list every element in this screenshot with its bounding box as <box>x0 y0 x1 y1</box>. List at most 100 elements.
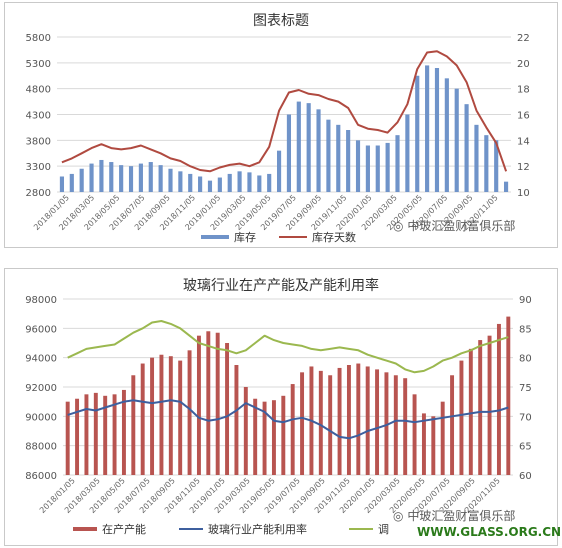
bar <box>328 375 333 475</box>
bar <box>217 177 222 192</box>
y-tick-label-right: 14 <box>517 136 530 147</box>
legend-item-days: 库存天数 <box>279 229 356 245</box>
bar <box>375 369 380 475</box>
bar <box>79 168 84 192</box>
bar <box>128 166 134 192</box>
bar <box>188 173 193 192</box>
y-tick-label-left: 96000 <box>25 324 57 335</box>
bar <box>355 140 361 192</box>
bar <box>393 375 398 475</box>
bar <box>103 395 108 475</box>
bar <box>494 140 499 192</box>
bar <box>69 173 74 192</box>
bar <box>138 163 143 192</box>
y-tick-label-left: 3800 <box>26 136 51 147</box>
y-tick-label-right: 16 <box>517 111 530 122</box>
bar <box>131 375 136 475</box>
bar <box>75 398 80 475</box>
legend-swatch-bar <box>73 527 97 531</box>
bar <box>454 88 459 192</box>
bar <box>253 398 258 475</box>
bar <box>434 68 440 192</box>
y-tick-label-left: 94000 <box>25 354 57 365</box>
y-tick-label-left: 5800 <box>26 33 51 44</box>
y-tick-label-right: 70 <box>519 412 532 423</box>
y-tick-label-right: 20 <box>517 59 530 70</box>
bar <box>109 162 114 192</box>
bar <box>385 142 390 192</box>
y-tick-label-right: 85 <box>519 324 532 335</box>
series-line <box>67 399 509 440</box>
bar <box>459 360 464 475</box>
bar <box>403 378 408 475</box>
bar <box>196 335 201 475</box>
bar <box>286 114 292 192</box>
bar <box>318 370 323 475</box>
bar <box>93 392 98 475</box>
bar <box>440 401 445 475</box>
bar <box>450 375 455 475</box>
bar <box>444 78 449 192</box>
bar <box>267 173 272 192</box>
bar <box>119 165 124 192</box>
y-tick-label-right: 22 <box>517 33 530 44</box>
y-tick-label-left: 86000 <box>25 471 57 482</box>
y-tick-label-right: 90 <box>519 295 532 306</box>
y-tick-label-left: 4300 <box>26 111 51 122</box>
bar <box>290 384 295 475</box>
bar <box>148 162 153 192</box>
wechat-icon: ◎ <box>393 219 404 233</box>
watermark-bottom: ◎ 中玻汇盈财富俱乐部 <box>393 507 515 524</box>
bar <box>425 65 430 192</box>
y-tick-label-left: 4800 <box>26 85 51 96</box>
bar <box>206 331 211 475</box>
bar <box>405 114 410 192</box>
bar <box>300 372 305 475</box>
bar <box>346 130 351 192</box>
bar <box>247 172 252 192</box>
bar <box>276 150 282 192</box>
y-tick-label-left: 2800 <box>26 188 51 199</box>
bar <box>140 363 145 475</box>
bar <box>158 165 163 192</box>
bar <box>478 340 483 475</box>
bar <box>346 365 351 475</box>
bar <box>121 389 126 475</box>
y-tick-label-right: 80 <box>519 354 532 365</box>
bar <box>412 394 417 475</box>
y-tick-label-left: 92000 <box>25 383 57 394</box>
legend-label: 在产产能 <box>102 523 146 536</box>
legend-label: 库存天数 <box>312 231 356 244</box>
y-tick-label-right: 10 <box>517 188 530 199</box>
y-tick-label-left: 5300 <box>26 59 51 70</box>
chart-title: 图表标题 <box>253 13 309 29</box>
bar <box>257 175 262 192</box>
bar <box>198 176 203 192</box>
legend-item-inventory: 库存 <box>201 229 256 245</box>
chart-title: 玻璃行业在产产能及产能利用率 <box>183 278 379 294</box>
bar <box>99 159 104 192</box>
wechat-icon: ◎ <box>393 509 404 523</box>
bar <box>89 163 94 192</box>
bar <box>337 367 342 475</box>
bar <box>225 343 230 475</box>
legend-label: 调 <box>378 523 389 536</box>
bar <box>468 348 473 475</box>
bar <box>150 357 155 475</box>
bar <box>484 135 489 192</box>
watermark-top: ◎ 中玻汇盈财富俱乐部 <box>393 217 515 234</box>
bar <box>187 350 192 475</box>
bar <box>496 323 501 475</box>
bar <box>296 101 301 192</box>
bar <box>281 395 286 475</box>
bar <box>178 360 183 475</box>
bar <box>215 332 220 475</box>
bar <box>227 173 232 192</box>
legend-label: 库存 <box>234 231 256 244</box>
y-tick-label-left: 90000 <box>25 412 57 423</box>
y-tick-label-right: 65 <box>519 442 532 453</box>
bar <box>395 135 400 192</box>
y-tick-label-left: 88000 <box>25 442 57 453</box>
legend-swatch-line <box>179 528 203 530</box>
inventory-chart-svg: 2800 3300 3800 4300 4800 5300 5800 10 12 14 16 18 20… <box>26 33 530 232</box>
